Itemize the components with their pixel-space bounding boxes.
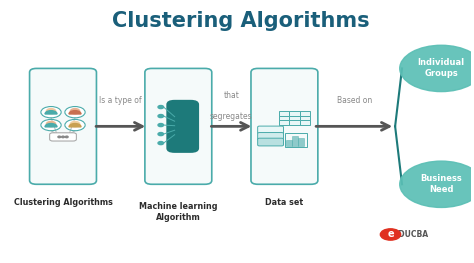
Text: Data set: Data set bbox=[265, 199, 303, 208]
FancyBboxPatch shape bbox=[279, 120, 290, 125]
Circle shape bbox=[41, 119, 61, 131]
Wedge shape bbox=[45, 124, 57, 127]
Circle shape bbox=[46, 122, 55, 127]
FancyBboxPatch shape bbox=[166, 100, 199, 153]
Text: that: that bbox=[223, 91, 239, 100]
FancyBboxPatch shape bbox=[258, 138, 283, 146]
FancyBboxPatch shape bbox=[290, 111, 300, 116]
Circle shape bbox=[71, 122, 80, 127]
FancyBboxPatch shape bbox=[290, 116, 300, 120]
FancyBboxPatch shape bbox=[145, 68, 212, 184]
Circle shape bbox=[158, 114, 164, 118]
Text: Is a type of: Is a type of bbox=[100, 96, 142, 105]
Circle shape bbox=[65, 107, 85, 118]
Circle shape bbox=[46, 109, 55, 114]
FancyBboxPatch shape bbox=[300, 111, 310, 116]
FancyBboxPatch shape bbox=[279, 111, 290, 116]
Text: Business
Need: Business Need bbox=[420, 174, 462, 194]
Circle shape bbox=[400, 45, 474, 92]
Circle shape bbox=[41, 107, 61, 118]
FancyBboxPatch shape bbox=[29, 68, 96, 184]
Circle shape bbox=[62, 136, 64, 138]
FancyBboxPatch shape bbox=[258, 126, 283, 134]
FancyBboxPatch shape bbox=[50, 133, 76, 141]
Circle shape bbox=[158, 105, 164, 109]
FancyBboxPatch shape bbox=[290, 120, 300, 125]
Text: e: e bbox=[387, 230, 394, 240]
Circle shape bbox=[65, 136, 68, 138]
Circle shape bbox=[380, 229, 401, 240]
Text: Clustering Algorithms: Clustering Algorithms bbox=[112, 11, 369, 31]
Text: Clustering Algorithms: Clustering Algorithms bbox=[14, 199, 112, 208]
Circle shape bbox=[58, 136, 61, 138]
FancyBboxPatch shape bbox=[298, 138, 304, 146]
Wedge shape bbox=[69, 111, 81, 114]
FancyBboxPatch shape bbox=[286, 140, 292, 146]
Text: segregates: segregates bbox=[210, 112, 253, 120]
Text: Machine learning
Algorithm: Machine learning Algorithm bbox=[139, 202, 218, 222]
FancyBboxPatch shape bbox=[279, 116, 290, 120]
Wedge shape bbox=[45, 111, 57, 114]
Circle shape bbox=[71, 109, 80, 114]
FancyBboxPatch shape bbox=[251, 68, 318, 184]
FancyBboxPatch shape bbox=[300, 116, 310, 120]
Text: Based on: Based on bbox=[337, 96, 372, 105]
Text: EDUCBA: EDUCBA bbox=[394, 230, 429, 239]
FancyBboxPatch shape bbox=[258, 133, 283, 140]
Circle shape bbox=[65, 119, 85, 131]
FancyBboxPatch shape bbox=[300, 120, 310, 125]
Circle shape bbox=[400, 161, 474, 208]
Circle shape bbox=[158, 141, 164, 145]
FancyBboxPatch shape bbox=[292, 136, 298, 146]
Wedge shape bbox=[69, 124, 81, 127]
Circle shape bbox=[158, 124, 164, 127]
Circle shape bbox=[158, 133, 164, 136]
Text: Individual
Groups: Individual Groups bbox=[418, 58, 465, 78]
